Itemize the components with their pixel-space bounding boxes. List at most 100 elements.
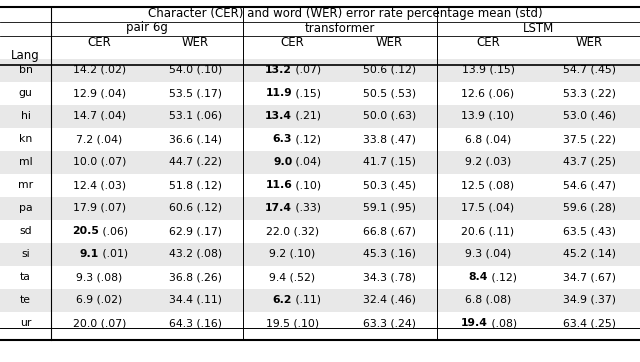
Text: 20.5: 20.5 <box>72 226 99 236</box>
Text: (.12): (.12) <box>488 272 517 282</box>
Text: 63.5 (.43): 63.5 (.43) <box>563 226 616 236</box>
Text: 50.6 (.12): 50.6 (.12) <box>363 65 416 75</box>
Text: 51.8 (.12): 51.8 (.12) <box>169 180 221 190</box>
Bar <box>0 59 640 81</box>
Text: 59.1 (.95): 59.1 (.95) <box>363 203 416 213</box>
Text: 20.0 (.07): 20.0 (.07) <box>72 318 126 328</box>
Text: 53.5 (.17): 53.5 (.17) <box>169 88 221 98</box>
Text: 13.9 (.10): 13.9 (.10) <box>461 111 515 121</box>
Text: ml: ml <box>19 157 33 167</box>
Text: ur: ur <box>20 318 31 328</box>
Text: 14.2 (.02): 14.2 (.02) <box>72 65 126 75</box>
Text: 6.9 (.02): 6.9 (.02) <box>76 295 122 305</box>
Text: (.21): (.21) <box>292 111 321 121</box>
Text: (.06): (.06) <box>99 226 129 236</box>
Text: 9.1: 9.1 <box>80 249 99 259</box>
Text: 34.3 (.78): 34.3 (.78) <box>363 272 416 282</box>
Text: (.04): (.04) <box>292 157 321 167</box>
Text: 12.5 (.08): 12.5 (.08) <box>461 180 515 190</box>
Text: 12.9 (.04): 12.9 (.04) <box>72 88 126 98</box>
Text: (.11): (.11) <box>292 295 321 305</box>
Text: kn: kn <box>19 134 32 144</box>
Text: 62.9 (.17): 62.9 (.17) <box>169 226 221 236</box>
Text: 60.6 (.12): 60.6 (.12) <box>168 203 222 213</box>
Text: 19.5 (.10): 19.5 (.10) <box>266 318 319 328</box>
Text: 6.3: 6.3 <box>273 134 292 144</box>
Text: 6.8 (.08): 6.8 (.08) <box>465 295 511 305</box>
Text: 34.9 (.37): 34.9 (.37) <box>563 295 616 305</box>
Text: 19.4: 19.4 <box>461 318 488 328</box>
Text: CER: CER <box>280 35 304 49</box>
Text: mr: mr <box>18 180 33 190</box>
Text: 53.1 (.06): 53.1 (.06) <box>168 111 222 121</box>
Text: (.07): (.07) <box>292 65 321 75</box>
Bar <box>0 289 640 311</box>
Text: 45.3 (.16): 45.3 (.16) <box>363 249 416 259</box>
Text: 17.5 (.04): 17.5 (.04) <box>461 203 515 213</box>
Text: Character (CER) and word (WER) error rate percentage mean (std): Character (CER) and word (WER) error rat… <box>148 8 543 21</box>
Bar <box>0 243 640 265</box>
Text: 9.0: 9.0 <box>273 157 292 167</box>
Text: 59.6 (.28): 59.6 (.28) <box>563 203 616 213</box>
Text: hi: hi <box>20 111 31 121</box>
Text: 17.9 (.07): 17.9 (.07) <box>72 203 126 213</box>
Text: (.08): (.08) <box>488 318 517 328</box>
Text: 11.6: 11.6 <box>266 180 292 190</box>
Text: WER: WER <box>376 35 403 49</box>
Text: sd: sd <box>19 226 32 236</box>
Text: (.33): (.33) <box>292 203 321 213</box>
Text: 9.3 (.04): 9.3 (.04) <box>465 249 511 259</box>
Text: 17.4: 17.4 <box>265 203 292 213</box>
Text: 33.8 (.47): 33.8 (.47) <box>363 134 416 144</box>
Text: 41.7 (.15): 41.7 (.15) <box>363 157 416 167</box>
Text: 13.9 (.15): 13.9 (.15) <box>461 65 515 75</box>
Text: WER: WER <box>576 35 603 49</box>
Text: 36.8 (.26): 36.8 (.26) <box>169 272 221 282</box>
Text: pa: pa <box>19 203 33 213</box>
Text: Lang: Lang <box>12 50 40 63</box>
Text: 6.2: 6.2 <box>273 295 292 305</box>
Text: 45.2 (.14): 45.2 (.14) <box>563 249 616 259</box>
Text: 64.3 (.16): 64.3 (.16) <box>169 318 221 328</box>
Text: 9.2 (.10): 9.2 (.10) <box>269 249 316 259</box>
Text: LSTM: LSTM <box>523 21 554 34</box>
Text: 63.4 (.25): 63.4 (.25) <box>563 318 616 328</box>
Bar <box>0 105 640 127</box>
Text: ta: ta <box>20 272 31 282</box>
Text: 43.2 (.08): 43.2 (.08) <box>168 249 222 259</box>
Text: transformer: transformer <box>305 21 376 34</box>
Text: 63.3 (.24): 63.3 (.24) <box>363 318 416 328</box>
Text: 36.6 (.14): 36.6 (.14) <box>169 134 221 144</box>
Text: 50.0 (.63): 50.0 (.63) <box>363 111 416 121</box>
Text: si: si <box>21 249 30 259</box>
Text: (.12): (.12) <box>292 134 321 144</box>
Text: 12.4 (.03): 12.4 (.03) <box>72 180 126 190</box>
Text: 20.6 (.11): 20.6 (.11) <box>461 226 515 236</box>
Text: te: te <box>20 295 31 305</box>
Text: 7.2 (.04): 7.2 (.04) <box>76 134 122 144</box>
Text: CER: CER <box>476 35 500 49</box>
Text: 34.7 (.67): 34.7 (.67) <box>563 272 616 282</box>
Text: 66.8 (.67): 66.8 (.67) <box>363 226 416 236</box>
Text: 50.5 (.53): 50.5 (.53) <box>363 88 416 98</box>
Text: 53.0 (.46): 53.0 (.46) <box>563 111 616 121</box>
Text: (.10): (.10) <box>292 180 321 190</box>
Text: 9.4 (.52): 9.4 (.52) <box>269 272 316 282</box>
Text: 10.0 (.07): 10.0 (.07) <box>72 157 126 167</box>
Text: 53.3 (.22): 53.3 (.22) <box>563 88 616 98</box>
Text: WER: WER <box>182 35 209 49</box>
Text: 11.9: 11.9 <box>266 88 292 98</box>
Text: 44.7 (.22): 44.7 (.22) <box>169 157 221 167</box>
Text: 13.2: 13.2 <box>265 65 292 75</box>
Text: CER: CER <box>87 35 111 49</box>
Text: 34.4 (.11): 34.4 (.11) <box>169 295 221 305</box>
Text: (.01): (.01) <box>99 249 129 259</box>
Text: 54.6 (.47): 54.6 (.47) <box>563 180 616 190</box>
Text: (.15): (.15) <box>292 88 321 98</box>
Text: 6.8 (.04): 6.8 (.04) <box>465 134 511 144</box>
Bar <box>0 197 640 219</box>
Text: gu: gu <box>19 88 33 98</box>
Text: 12.6 (.06): 12.6 (.06) <box>461 88 515 98</box>
Text: 22.0 (.32): 22.0 (.32) <box>266 226 319 236</box>
Text: 37.5 (.22): 37.5 (.22) <box>563 134 616 144</box>
